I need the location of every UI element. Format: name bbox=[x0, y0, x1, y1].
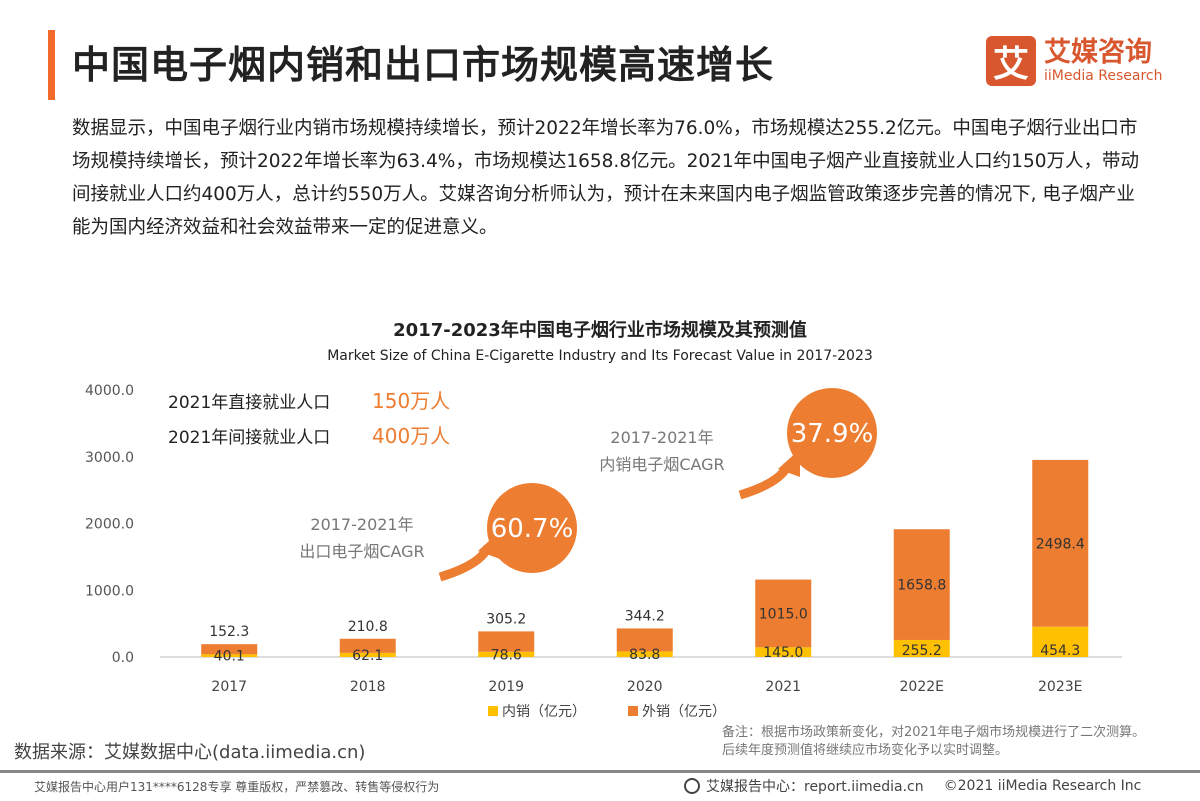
iimedia-logo: 艾 艾媒咨询 iiMedia Research bbox=[986, 36, 1163, 86]
bar-export bbox=[201, 644, 258, 655]
employment-value: 150万人 bbox=[372, 389, 450, 413]
y-tick-label: 4000.0 bbox=[85, 383, 134, 399]
data-label-export: 305.2 bbox=[486, 611, 526, 627]
bar-domestic bbox=[616, 651, 673, 657]
y-tick-label: 2000.0 bbox=[85, 517, 134, 533]
legend-label: 内销（亿元） bbox=[502, 704, 586, 720]
bar-domestic bbox=[1032, 626, 1089, 657]
x-tick-label: 2019 bbox=[488, 679, 524, 695]
cagr-period: 2017-2021年 bbox=[310, 515, 413, 534]
title-accent-bar bbox=[48, 30, 55, 100]
data-label-export: 210.8 bbox=[348, 619, 388, 635]
data-label-export: 152.3 bbox=[209, 624, 249, 640]
chart-note: 备注：根据市场政策新变化，对2021年电子烟市场规模进行了二次测算。后续年度预测… bbox=[722, 725, 1146, 758]
data-label-export: 1658.8 bbox=[897, 578, 946, 594]
chart-title: 2017-2023年中国电子烟行业市场规模及其预测值 bbox=[393, 320, 807, 341]
x-tick-label: 2018 bbox=[350, 679, 386, 695]
data-source: 数据来源：艾媒数据中心(data.iimedia.cn) bbox=[14, 742, 366, 763]
footer-divider bbox=[0, 770, 1200, 773]
legend-swatch bbox=[488, 706, 498, 716]
chart-subtitle: Market Size of China E-Cigarette Industr… bbox=[327, 348, 873, 364]
y-tick-label: 1000.0 bbox=[85, 583, 134, 599]
bar-export bbox=[616, 628, 673, 652]
logo-mark-icon: 艾 bbox=[986, 36, 1036, 86]
footer-report-link[interactable]: 艾媒报告中心：report.iimedia.cn bbox=[706, 779, 924, 795]
bar-export bbox=[339, 638, 396, 653]
x-tick-label: 2020 bbox=[627, 679, 663, 695]
employment-label: 2021年直接就业人口 bbox=[168, 393, 330, 413]
x-tick-label: 2021 bbox=[765, 679, 801, 695]
cagr-badge bbox=[487, 483, 577, 573]
data-label-domestic: 40.1 bbox=[214, 649, 245, 665]
data-label-domestic: 83.8 bbox=[629, 647, 660, 663]
cagr-period: 2017-2021年 bbox=[610, 428, 713, 447]
data-label-export: 1015.0 bbox=[759, 606, 808, 622]
globe-icon bbox=[684, 778, 700, 794]
y-tick-label: 0.0 bbox=[112, 650, 134, 666]
bar-domestic bbox=[201, 654, 258, 657]
cagr-badge bbox=[787, 388, 877, 478]
cagr-value: 60.7% bbox=[491, 514, 574, 544]
footer-copyright: ©2021 iiMedia Research Inc bbox=[943, 778, 1142, 794]
logo-cn: 艾媒咨询 bbox=[1044, 37, 1152, 68]
data-label-domestic: 78.6 bbox=[491, 647, 522, 663]
cagr-label: 内销电子烟CAGR bbox=[599, 455, 724, 474]
y-tick-label: 3000.0 bbox=[85, 450, 134, 466]
data-label-domestic: 454.3 bbox=[1040, 643, 1080, 659]
x-tick-label: 2022E bbox=[900, 679, 944, 695]
x-tick-label: 2023E bbox=[1038, 679, 1082, 695]
bar-export bbox=[893, 529, 950, 640]
x-tick-label: 2017 bbox=[211, 679, 247, 695]
bar-export bbox=[1032, 459, 1089, 627]
legend-label: 外销（亿元） bbox=[642, 704, 726, 720]
bar-domestic bbox=[478, 651, 535, 657]
summary-paragraph: 数据显示，中国电子烟行业内销市场规模持续增长，预计2022年增长率为76.0%，… bbox=[72, 118, 1139, 238]
page-title: 中国电子烟内销和出口市场规模高速增长 bbox=[72, 43, 775, 87]
data-label-domestic: 145.0 bbox=[763, 645, 803, 661]
logo-en: iiMedia Research bbox=[1044, 68, 1163, 84]
data-label-domestic: 255.2 bbox=[902, 643, 942, 659]
footer-copyright-notice: 艾媒报告中心用户131****6128专享 尊重版权，严禁篡改、转售等侵权行为 bbox=[34, 780, 440, 794]
bar-export bbox=[478, 631, 535, 652]
bar-domestic bbox=[339, 652, 396, 657]
bar-domestic bbox=[893, 639, 950, 657]
bar-export bbox=[755, 579, 812, 648]
cagr-value: 37.9% bbox=[791, 419, 874, 449]
bar-domestic bbox=[755, 647, 812, 657]
footer-right: 艾媒报告中心：report.iimedia.cn ©2021 iiMedia R… bbox=[684, 776, 1141, 796]
legend-swatch bbox=[628, 706, 638, 716]
cagr-label: 出口电子烟CAGR bbox=[299, 542, 424, 561]
employment-value: 400万人 bbox=[372, 424, 450, 448]
data-label-domestic: 62.1 bbox=[352, 648, 383, 664]
employment-label: 2021年间接就业人口 bbox=[168, 428, 330, 448]
data-label-export: 2498.4 bbox=[1036, 536, 1085, 552]
data-label-export: 344.2 bbox=[625, 608, 665, 624]
